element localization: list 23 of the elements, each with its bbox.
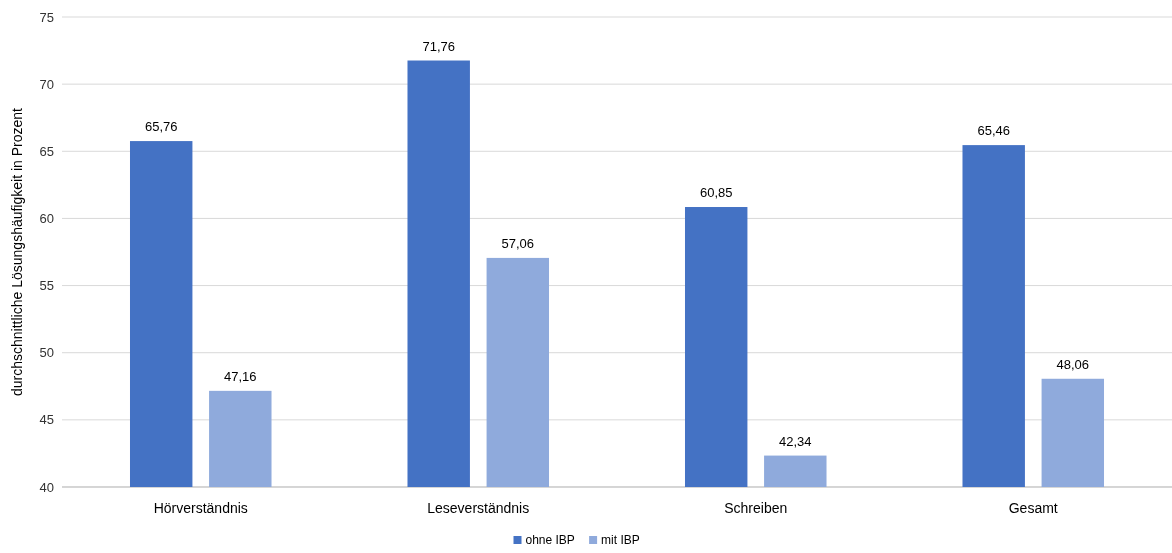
data-label: 48,06	[1056, 356, 1090, 372]
x-tick-label: Hörverständnis	[153, 500, 248, 516]
y-tick-label: 50	[39, 345, 54, 361]
x-tick-label: Leseverständnis	[427, 500, 530, 516]
data-label: 42,34	[779, 433, 812, 449]
x-tick-label: Schreiben	[724, 500, 788, 516]
y-tick-label: 60	[39, 210, 54, 226]
data-label: 65,46	[977, 123, 1010, 139]
data-label: 47,16	[224, 368, 257, 384]
y-tick-label: 40	[39, 479, 54, 495]
data-label: 57,06	[501, 235, 535, 251]
legend-label: ohne IBP	[525, 533, 575, 547]
y-axis-title: durchschnittliche Lösungshäufigkeit in Prozent	[9, 107, 25, 396]
data-label: 60,85	[699, 185, 733, 201]
legend-label: mit IBP	[601, 533, 640, 547]
data-label: 71,76	[422, 38, 455, 54]
y-tick-label: 65	[39, 143, 54, 159]
y-tick-label: 55	[39, 278, 54, 294]
x-tick-label: Gesamt	[1008, 500, 1058, 516]
y-tick-label: 45	[39, 412, 54, 428]
data-label: 65,76	[144, 119, 178, 135]
y-tick-label: 70	[39, 76, 54, 92]
y-tick-label: 75	[39, 9, 54, 25]
